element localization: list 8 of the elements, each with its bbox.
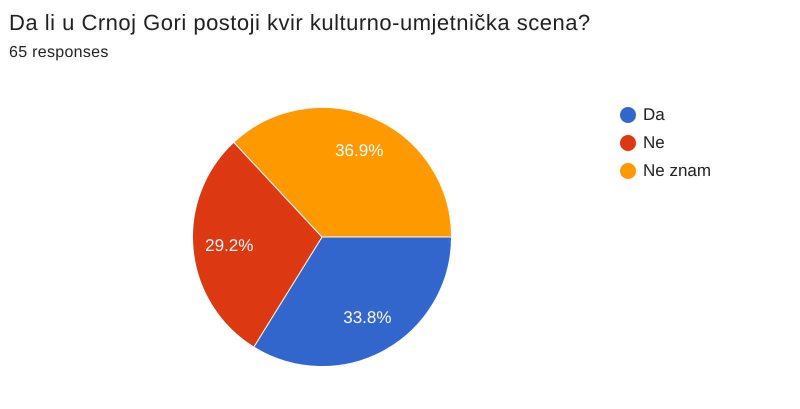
text: 65 responses <box>9 44 109 62</box>
legend-label: Ne znam <box>643 161 712 181</box>
data-label: 29.2% <box>205 236 254 255</box>
legend-label: Da <box>643 105 665 125</box>
chart-title: Da li u Crnoj Gori postoji kvir kulturno-umjetnička scena? <box>9 10 591 36</box>
data-label: 33.8% <box>343 308 392 328</box>
legend-label: Ne <box>643 133 665 153</box>
data-label: 36.9% <box>335 141 384 160</box>
